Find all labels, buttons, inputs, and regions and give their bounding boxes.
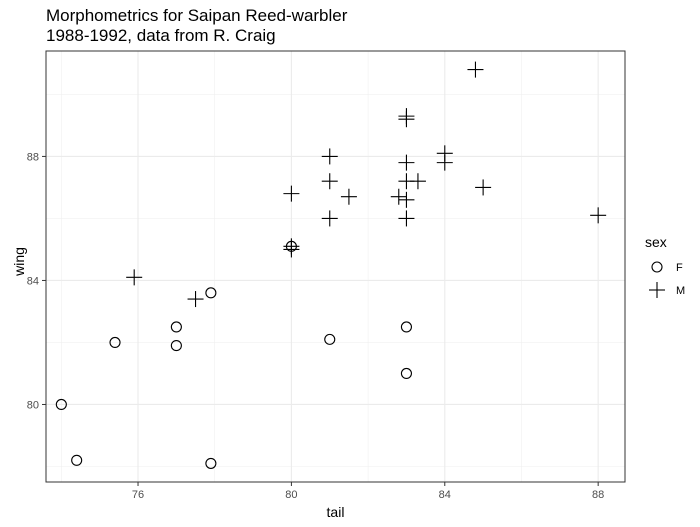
data-points — [55, 61, 607, 469]
point-female — [205, 457, 217, 469]
y-axis-title: wing — [11, 247, 27, 277]
point-male — [475, 179, 492, 196]
point-male — [398, 210, 415, 227]
point-female — [400, 321, 412, 333]
point-female — [324, 333, 336, 345]
point-male — [398, 154, 415, 171]
point-male — [590, 207, 607, 224]
point-male — [398, 191, 415, 208]
legend-label: M — [676, 285, 685, 297]
point-female — [71, 454, 83, 466]
legend: sex FM — [645, 234, 685, 298]
point-male — [340, 188, 357, 205]
y-tick-label: 88 — [27, 151, 39, 163]
point-male — [187, 291, 204, 308]
chart-title-line-1: Morphometrics for Saipan Reed-warbler — [46, 6, 348, 25]
point-female — [205, 287, 217, 299]
legend-title: sex — [645, 234, 667, 250]
axis-ticks: 76 80 84 88 80 84 88 — [27, 151, 605, 501]
point-male — [398, 111, 415, 128]
point-male — [126, 269, 143, 286]
point-male — [467, 61, 484, 78]
x-axis-title: tail — [327, 504, 345, 520]
x-tick-label: 80 — [285, 489, 297, 501]
point-female — [55, 398, 67, 411]
legend-key-male — [649, 282, 665, 298]
point-male — [321, 173, 338, 190]
point-female — [400, 367, 412, 380]
point-female — [170, 321, 182, 333]
plot-panel-border — [45, 50, 626, 483]
legend-label: F — [676, 262, 683, 274]
point-male — [321, 148, 338, 165]
y-tick-label: 80 — [27, 399, 39, 411]
x-tick-label: 76 — [132, 489, 144, 501]
chart-title-line-2: 1988-1992, data from R. Craig — [46, 26, 276, 45]
legend-items: FM — [649, 261, 685, 298]
point-male — [390, 188, 407, 205]
point-male — [283, 185, 300, 202]
x-tick-label: 88 — [592, 489, 604, 501]
y-tick-label: 84 — [27, 275, 39, 287]
x-tick-label: 84 — [439, 489, 451, 501]
legend-key-female — [651, 261, 663, 273]
point-female — [170, 340, 182, 352]
point-male — [283, 241, 300, 258]
grid — [46, 51, 625, 482]
point-female — [109, 336, 121, 349]
point-male — [409, 173, 426, 190]
point-male — [321, 210, 338, 227]
point-male — [436, 154, 453, 171]
